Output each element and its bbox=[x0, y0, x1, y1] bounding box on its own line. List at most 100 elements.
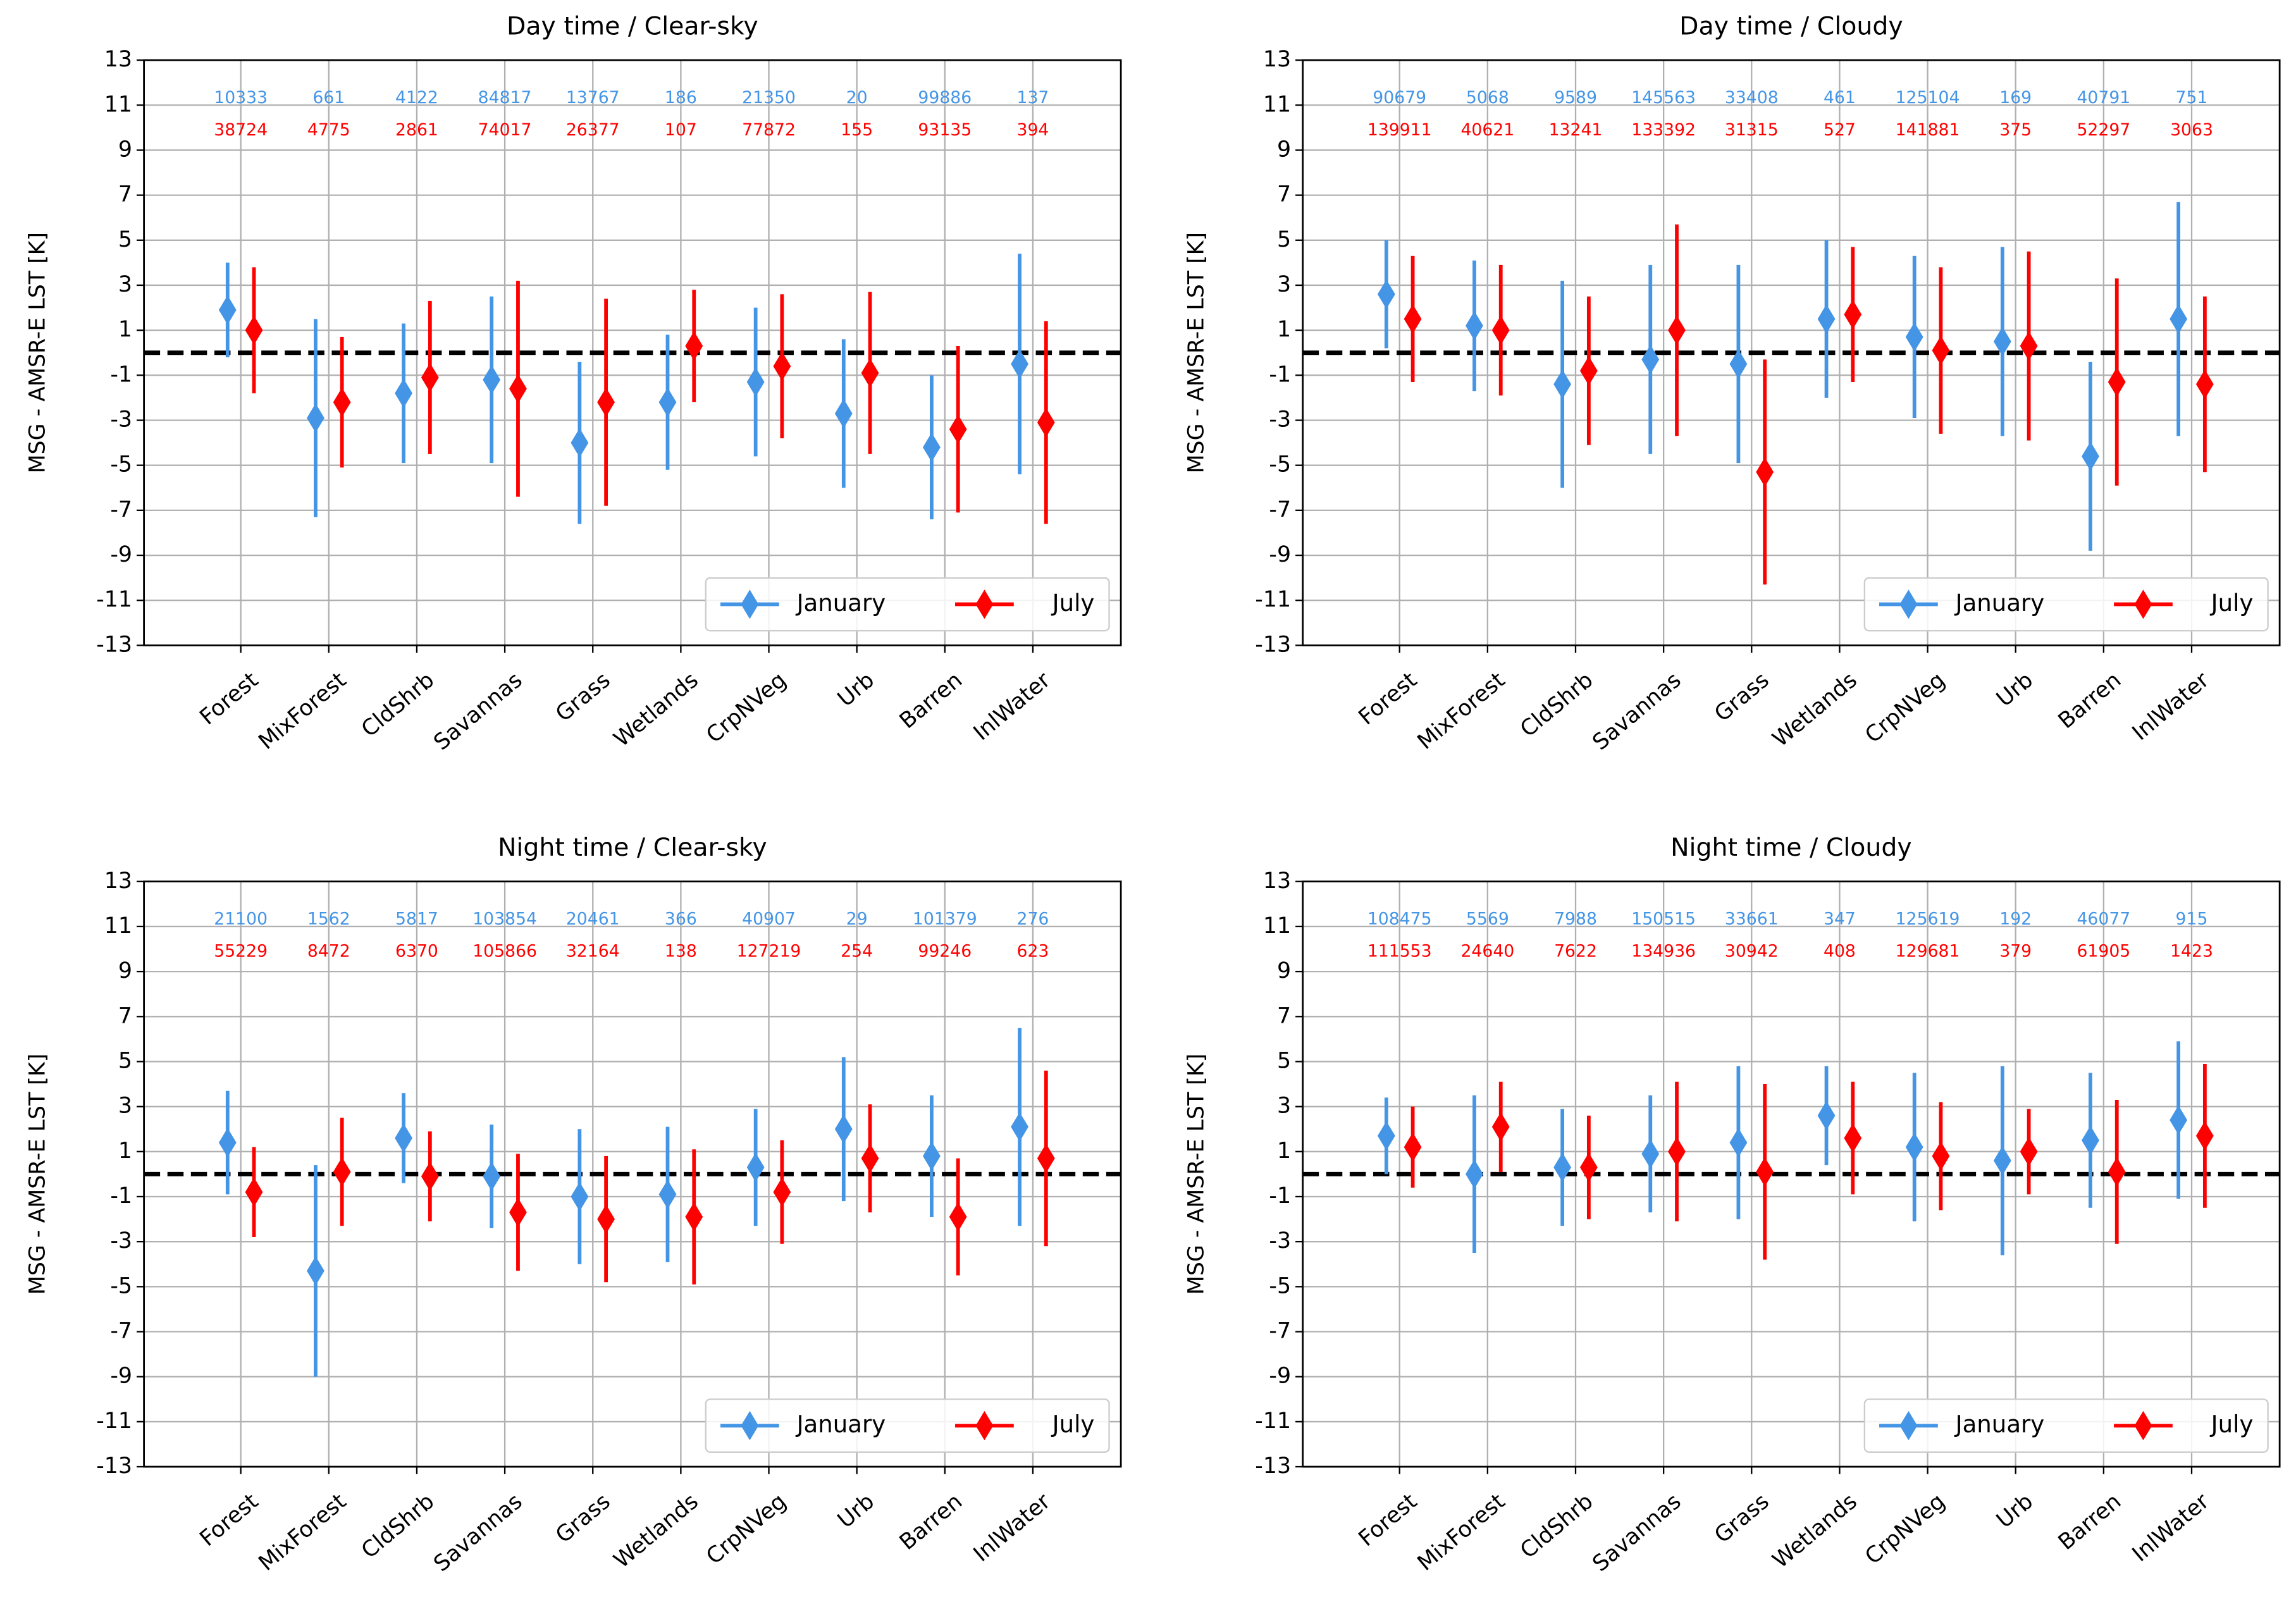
y-tick-label: 5 bbox=[118, 1048, 132, 1073]
mean-marker bbox=[1579, 356, 1598, 386]
mean-marker bbox=[2169, 304, 2188, 334]
mean-marker bbox=[773, 351, 791, 381]
mean-marker bbox=[685, 1202, 703, 1232]
mean-marker bbox=[395, 378, 412, 408]
sample-count: 29 bbox=[846, 909, 868, 929]
sample-count: 134936 bbox=[1631, 942, 1696, 961]
sample-count: 141881 bbox=[1896, 120, 1960, 140]
sample-count: 408 bbox=[1824, 942, 1856, 961]
sample-count: 108475 bbox=[1367, 909, 1432, 929]
sample-count: 4122 bbox=[395, 88, 438, 108]
mean-marker bbox=[571, 1181, 589, 1212]
y-tick-label: 5 bbox=[118, 227, 132, 252]
mean-marker bbox=[1404, 304, 1422, 334]
sample-count: 186 bbox=[665, 88, 697, 108]
sample-count: 1423 bbox=[2170, 942, 2213, 961]
y-tick-label: 11 bbox=[1263, 92, 1291, 117]
sample-count: 6370 bbox=[395, 942, 438, 961]
sample-count: 33661 bbox=[1725, 909, 1779, 929]
sample-count: 125104 bbox=[1896, 88, 1960, 108]
y-tick-label: -3 bbox=[1269, 407, 1291, 432]
mean-marker bbox=[834, 398, 853, 429]
y-tick-label: 13 bbox=[104, 868, 132, 894]
mean-marker bbox=[483, 365, 501, 395]
x-tick-label: CrpNVeg bbox=[701, 667, 791, 748]
y-tick-label: 9 bbox=[118, 958, 132, 983]
y-tick-label: 7 bbox=[1277, 1003, 1291, 1028]
mean-marker bbox=[949, 1202, 967, 1232]
y-tick-label: 1 bbox=[1277, 317, 1291, 342]
sample-count: 150515 bbox=[1631, 909, 1696, 929]
mean-marker bbox=[685, 331, 703, 361]
y-tick-label: -5 bbox=[1269, 1273, 1291, 1298]
sample-count: 93135 bbox=[918, 120, 972, 140]
x-tick-label: Savannas bbox=[429, 1489, 528, 1577]
axes-frame bbox=[143, 880, 1122, 1468]
y-tick-label: -11 bbox=[96, 587, 132, 612]
sample-count: 20 bbox=[846, 88, 868, 108]
sample-count: 111553 bbox=[1367, 942, 1432, 961]
y-tick-label: 5 bbox=[1277, 227, 1291, 252]
sample-count: 5569 bbox=[1466, 909, 1509, 929]
mean-marker bbox=[483, 1161, 501, 1192]
mean-marker bbox=[2195, 1121, 2214, 1151]
y-tick-label: -11 bbox=[1255, 587, 1291, 612]
mean-marker bbox=[773, 1177, 791, 1207]
mean-marker bbox=[1641, 1139, 1660, 1169]
x-tick-label: MixForest bbox=[254, 667, 352, 755]
mean-marker bbox=[1729, 1128, 1748, 1157]
axes-frame bbox=[1302, 880, 2281, 1468]
mean-marker bbox=[861, 1144, 879, 1173]
y-tick-label: 11 bbox=[104, 913, 132, 939]
x-tick-label: Forest bbox=[195, 1489, 263, 1551]
y-tick-label: -5 bbox=[1269, 452, 1291, 478]
mean-marker bbox=[597, 387, 615, 417]
mean-marker bbox=[218, 1128, 237, 1157]
sample-count: 7622 bbox=[1554, 942, 1597, 961]
mean-marker bbox=[1491, 1112, 1510, 1142]
mean-marker bbox=[2020, 331, 2038, 361]
y-tick-label: -9 bbox=[1269, 542, 1291, 567]
y-tick-label: 11 bbox=[1263, 913, 1291, 939]
x-tick-label: Forest bbox=[1354, 1489, 1422, 1551]
sample-count: 38724 bbox=[214, 120, 268, 140]
legend-label: January bbox=[796, 1411, 886, 1438]
mean-marker bbox=[1011, 1112, 1028, 1142]
sample-count: 623 bbox=[1017, 942, 1049, 961]
mean-marker bbox=[571, 428, 589, 458]
sample-count: 366 bbox=[665, 909, 697, 929]
mean-marker bbox=[509, 1197, 527, 1228]
x-tick-label: Barren bbox=[2054, 667, 2126, 734]
y-tick-label: 13 bbox=[1263, 868, 1291, 894]
mean-marker bbox=[421, 362, 439, 393]
sample-count: 915 bbox=[2176, 909, 2208, 929]
sample-count: 10333 bbox=[214, 88, 268, 108]
sample-count: 77872 bbox=[742, 120, 796, 140]
mean-marker bbox=[1553, 1152, 1572, 1182]
subplot-title: Day time / Cloudy bbox=[1679, 12, 1903, 41]
axes-frame bbox=[1302, 59, 2281, 646]
mean-marker bbox=[1377, 1121, 1395, 1151]
mean-marker bbox=[2195, 369, 2214, 399]
x-tick-label: MixForest bbox=[254, 1489, 352, 1576]
axes-frame bbox=[143, 59, 1122, 646]
mean-marker bbox=[2108, 367, 2126, 397]
sample-count: 129681 bbox=[1896, 942, 1960, 961]
mean-marker bbox=[923, 433, 941, 462]
legend-label: January bbox=[1954, 589, 2045, 617]
mean-marker bbox=[1668, 1137, 1686, 1167]
mean-marker bbox=[1993, 326, 2011, 357]
mean-marker bbox=[834, 1114, 853, 1144]
sample-count: 527 bbox=[1824, 120, 1856, 140]
mean-marker bbox=[245, 1177, 263, 1207]
sample-count: 145563 bbox=[1631, 88, 1696, 108]
sample-count: 133392 bbox=[1631, 120, 1696, 140]
x-tick-label: Wetlands bbox=[1768, 667, 1862, 752]
mean-marker bbox=[1905, 322, 1923, 352]
sample-count: 40621 bbox=[1460, 120, 1514, 140]
legend-label: July bbox=[1051, 589, 1095, 617]
mean-marker bbox=[1011, 349, 1028, 379]
sample-count: 138 bbox=[665, 942, 697, 961]
sample-count: 254 bbox=[841, 942, 873, 961]
